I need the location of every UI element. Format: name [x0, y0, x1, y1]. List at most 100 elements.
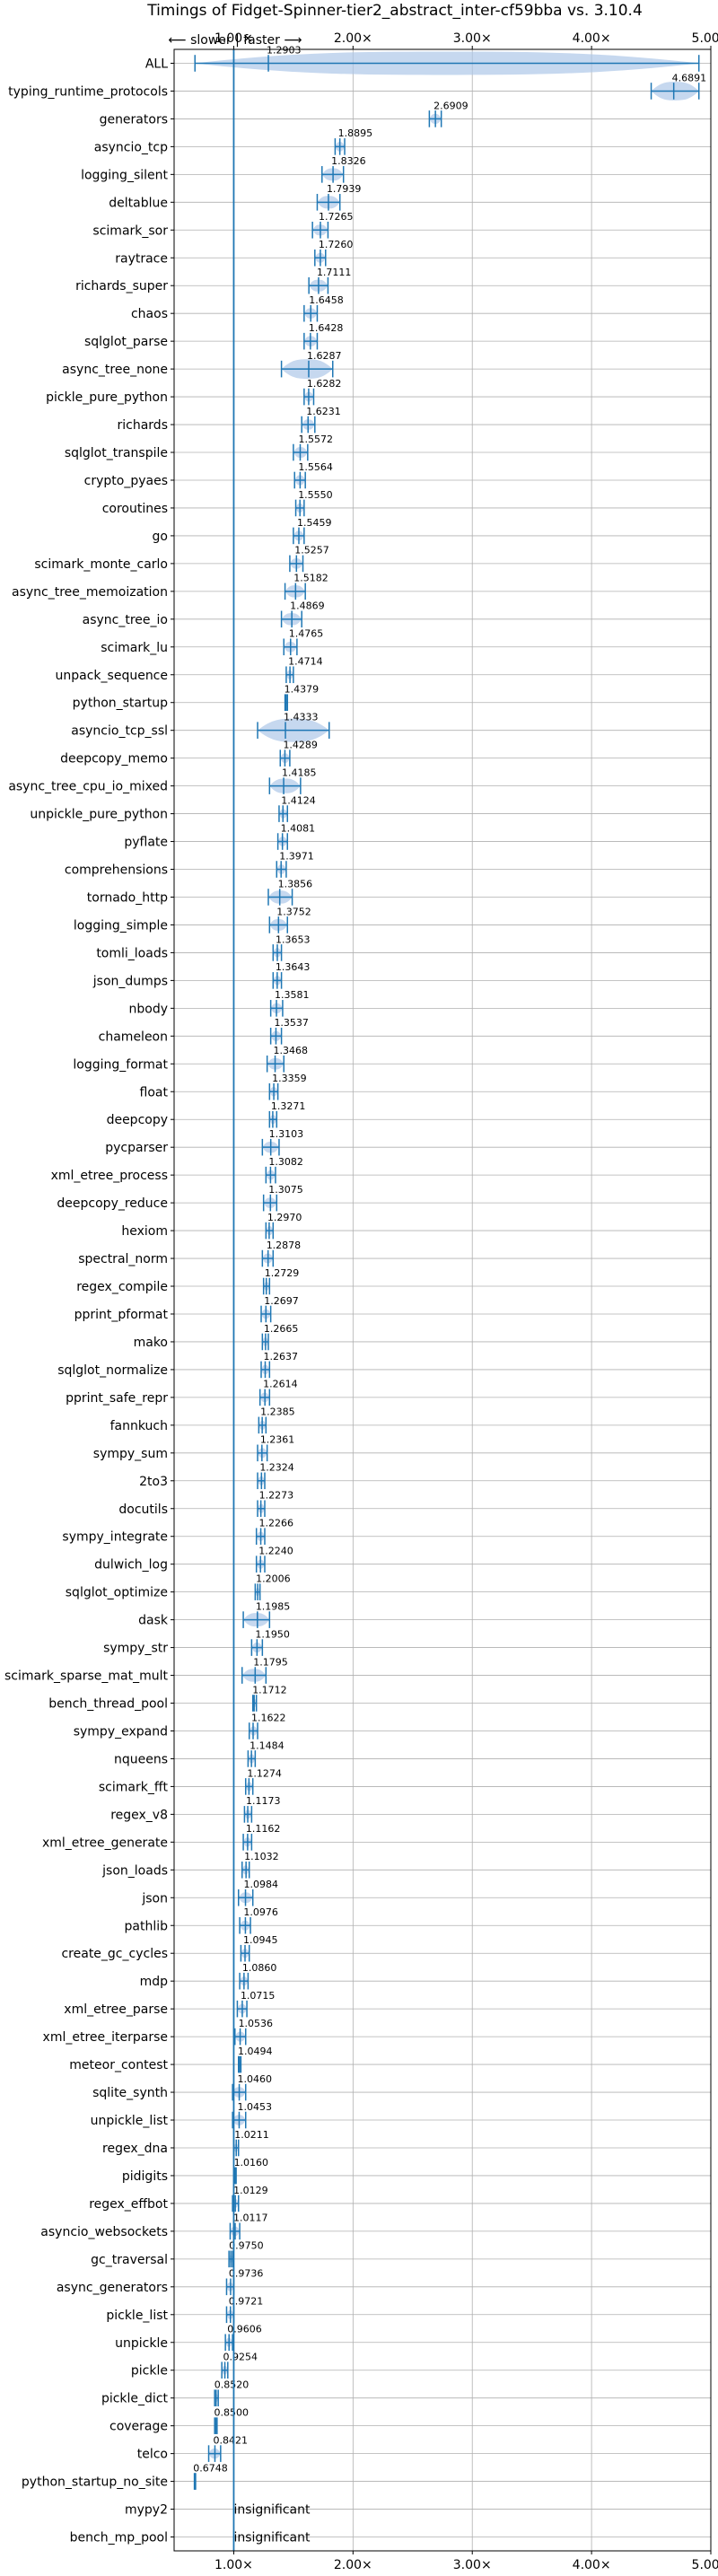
value-label: 1.3752	[276, 906, 311, 917]
value-label: 1.3643	[276, 961, 311, 973]
benchmark-label: deltablue	[109, 196, 168, 210]
value-label: 1.1622	[251, 1712, 286, 1723]
value-label: 0.9736	[229, 2268, 263, 2280]
value-label: 1.0494	[238, 2046, 273, 2057]
value-label: 1.2614	[263, 1379, 298, 1390]
benchmark-label: json	[141, 1891, 168, 1906]
y-axis-labels: ALL typing_runtime_protocols generators asy…	[4, 57, 174, 2545]
benchmark-label: 2to3	[139, 1475, 168, 1489]
value-label: 1.2878	[267, 1240, 302, 1251]
value-label: 2.6909	[433, 100, 468, 111]
value-label: 1.7111	[317, 267, 352, 278]
x-tick-label-top: 4.00×	[573, 31, 611, 46]
value-label: 1.0117	[233, 2212, 268, 2224]
insignificant-label: insignificant	[233, 2503, 311, 2518]
benchmark-label: async_tree_cpu_io_mixed	[8, 780, 168, 794]
benchmark-label: dask	[138, 1614, 169, 1628]
benchmark-label: logging_silent	[81, 168, 168, 182]
value-label: 1.0211	[234, 2129, 269, 2141]
benchmark-label: mako	[134, 1336, 168, 1350]
value-label: 1.1032	[244, 1851, 279, 1862]
benchmark-label: pprint_pformat	[74, 1308, 169, 1322]
value-label: 1.3271	[271, 1100, 306, 1112]
value-label: 1.2273	[259, 1490, 294, 1502]
value-label: 1.0945	[243, 1934, 278, 1946]
benchmark-label: ALL	[145, 57, 168, 71]
benchmark-label: typing_runtime_protocols	[8, 84, 168, 99]
value-label: 0.9750	[229, 2240, 264, 2252]
value-label: 0.8421	[213, 2434, 248, 2446]
value-label: 1.0715	[241, 1990, 276, 2002]
benchmark-label: asyncio_websockets	[40, 2225, 168, 2239]
benchmark-label: deepcopy	[107, 1113, 168, 1127]
benchmark-label: pickle_list	[106, 2309, 168, 2323]
value-label: 1.2665	[264, 1323, 299, 1335]
benchmark-label: pickle_dict	[101, 2392, 169, 2406]
value-label: 1.3653	[276, 933, 311, 945]
benchmark-label: bench_thread_pool	[48, 1697, 168, 1712]
value-label: 0.8520	[215, 2379, 250, 2391]
value-label: 1.7260	[319, 239, 354, 250]
benchmark-label: richards	[118, 418, 169, 433]
benchmark-label: hexiom	[121, 1224, 168, 1239]
benchmark-label: scimark_lu	[101, 641, 168, 655]
benchmark-label: mdp	[140, 1975, 169, 1989]
benchmark-label: regex_v8	[110, 1808, 168, 1822]
value-label: 1.5572	[298, 434, 333, 445]
benchmark-label: unpickle_list	[91, 2114, 169, 2128]
value-label: 1.4289	[283, 740, 318, 751]
benchmark-label: meteor_contest	[69, 2058, 168, 2072]
benchmark-label: pidigits	[122, 2169, 168, 2184]
benchmark-label: sqlglot_normalize	[57, 1363, 168, 1378]
value-label: 1.0453	[237, 2101, 272, 2113]
benchmark-label: coroutines	[102, 502, 168, 516]
value-label: 1.2729	[265, 1267, 300, 1279]
value-label: 1.2697	[264, 1295, 299, 1307]
x-tick-label-top: 5.00×	[692, 31, 718, 46]
benchmark-label: unpickle_pure_python	[30, 808, 168, 822]
benchmark-label: python_startup_no_site	[22, 2475, 168, 2490]
value-label: 1.3103	[269, 1128, 304, 1140]
value-label: 1.0860	[242, 1962, 277, 1974]
benchmark-label: xml_etree_iterparse	[43, 2030, 168, 2045]
value-label: 1.3537	[274, 1017, 309, 1029]
value-label: 1.2361	[260, 1434, 295, 1446]
value-label: 1.1162	[246, 1823, 281, 1835]
value-label: 1.4765	[289, 628, 324, 640]
benchmark-label: async_generators	[57, 2281, 168, 2295]
benchmark-label: pathlib	[125, 1919, 169, 1933]
value-label: 1.5182	[293, 573, 328, 584]
value-label: 0.8500	[215, 2407, 250, 2419]
benchmark-label: sqlglot_parse	[84, 335, 168, 349]
value-label: 1.7265	[319, 211, 354, 223]
value-label: 1.7939	[327, 183, 362, 195]
benchmark-label: gc_traversal	[91, 2253, 168, 2267]
value-label: 1.5564	[298, 461, 333, 473]
value-label: 1.1274	[247, 1767, 282, 1779]
benchmark-label: scimark_sor	[92, 223, 168, 238]
benchmark-label: xml_etree_generate	[42, 1836, 168, 1850]
value-label: 1.3075	[268, 1184, 303, 1196]
benchmark-label: sqlglot_transpile	[65, 446, 168, 460]
value-label: 1.6231	[306, 406, 341, 417]
benchmark-label: async_tree_none	[62, 363, 168, 377]
benchmark-label: pycparser	[105, 1141, 168, 1155]
value-label: 1.1795	[253, 1656, 288, 1668]
value-label: 1.4124	[281, 794, 316, 806]
plot-frame	[173, 48, 712, 2552]
insignificant-label: insignificant	[233, 2531, 311, 2545]
benchmark-label: json_loads	[101, 1863, 168, 1878]
benchmark-label: bench_mp_pool	[70, 2531, 168, 2545]
chart-title: Timings of Fidget-Spinner-tier2_abstract…	[146, 2, 643, 20]
value-label: 1.8326	[331, 155, 366, 167]
benchmark-label: xml_etree_process	[51, 1169, 168, 1183]
benchmark-label: scimark_fft	[99, 1780, 169, 1794]
benchmark-label: pprint_safe_repr	[66, 1391, 168, 1406]
value-label: 1.2240	[258, 1546, 293, 1557]
value-label: 1.4379	[285, 684, 320, 696]
value-label: 0.9606	[227, 2324, 262, 2335]
value-label: 1.2324	[259, 1462, 294, 1474]
benchmark-label: sqlglot_optimize	[66, 1586, 168, 1600]
value-label: 0.9721	[229, 2296, 264, 2308]
